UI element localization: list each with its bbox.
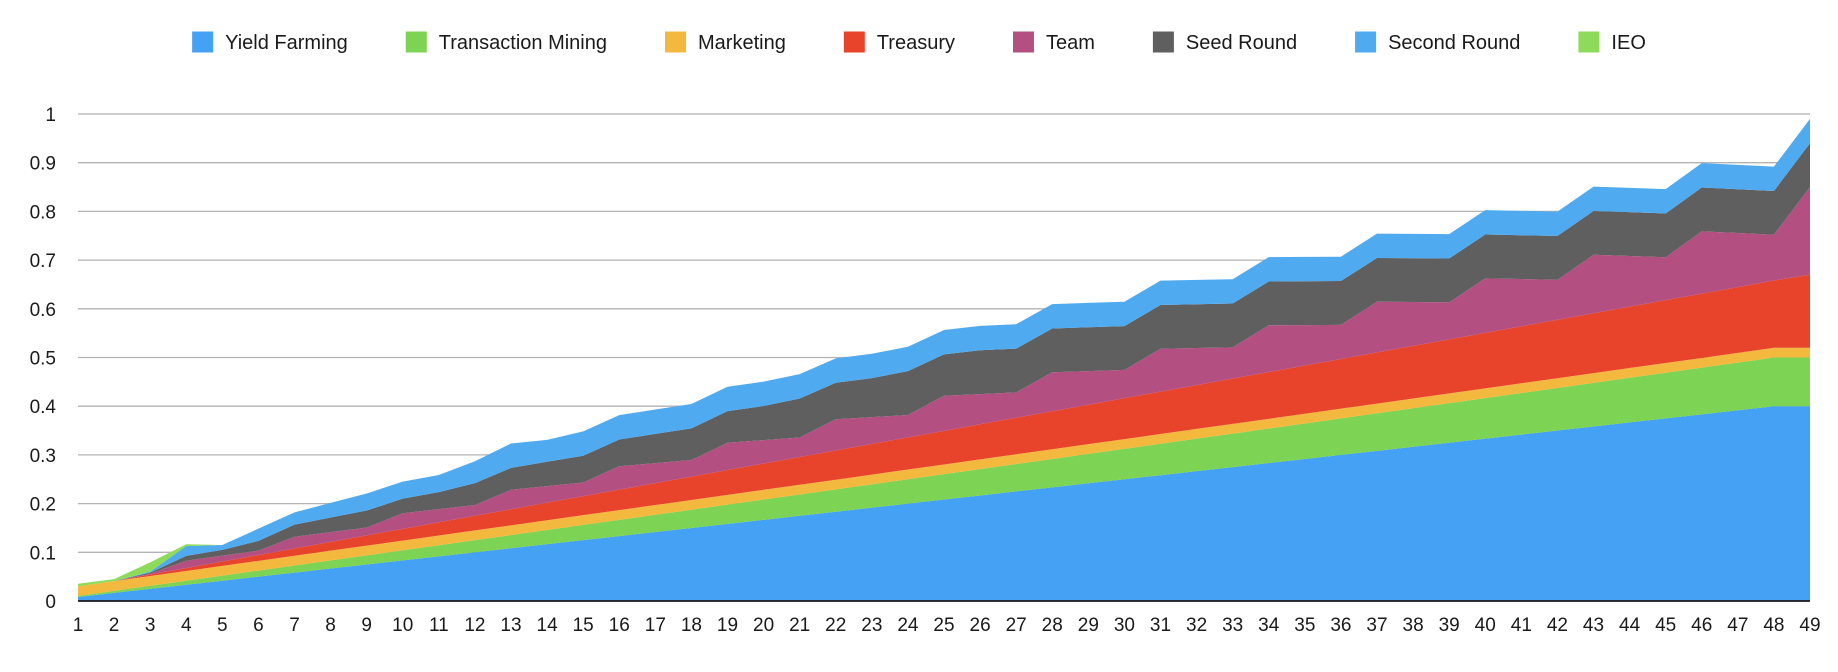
legend-label: Treasury xyxy=(877,32,955,54)
y-tick-label: 0.9 xyxy=(30,154,56,175)
series-areas xyxy=(78,118,1810,601)
x-tick-label: 28 xyxy=(1042,615,1063,636)
legend-label: Transaction Mining xyxy=(439,32,607,54)
x-tick-label: 48 xyxy=(1763,615,1784,636)
area-treasury xyxy=(78,274,1810,587)
x-tick-label: 7 xyxy=(289,615,300,636)
legend-swatch xyxy=(405,31,427,53)
x-tick-label: 37 xyxy=(1366,615,1387,636)
x-tick-label: 24 xyxy=(897,615,919,636)
legend-item-marketing: Marketing xyxy=(665,31,786,54)
x-tick-label: 20 xyxy=(753,615,774,636)
x-tick-label: 38 xyxy=(1403,615,1424,636)
legend-label: Seed Round xyxy=(1186,32,1297,54)
x-tick-label: 34 xyxy=(1258,615,1280,636)
y-tick-label: 0 xyxy=(45,592,56,613)
x-tick-label: 17 xyxy=(645,615,666,636)
y-tick-label: 0.4 xyxy=(30,397,57,418)
x-tick-label: 11 xyxy=(429,615,449,636)
legend-item-yield-farming: Yield Farming xyxy=(192,31,348,54)
x-tick-label: 3 xyxy=(145,615,156,636)
legend-label: Team xyxy=(1046,32,1095,54)
x-tick-label: 16 xyxy=(609,615,630,636)
x-tick-label: 2 xyxy=(109,615,120,636)
x-tick-label: 22 xyxy=(825,615,846,636)
x-tick-label: 4 xyxy=(181,615,192,636)
x-tick-label: 1 xyxy=(73,615,84,636)
x-tick-label: 8 xyxy=(325,615,336,636)
legend-label: Yield Farming xyxy=(225,32,348,54)
x-tick-label: 36 xyxy=(1330,615,1351,636)
legend-swatch xyxy=(1012,31,1034,53)
area-seed-round xyxy=(78,143,1810,587)
legend-label: Second Round xyxy=(1388,32,1520,54)
legend-item-transaction-mining: Transaction Mining xyxy=(405,31,607,54)
legend-item-treasury: Treasury xyxy=(843,31,955,54)
x-tick-label: 9 xyxy=(361,615,372,636)
x-tick-label: 15 xyxy=(573,615,594,636)
y-tick-label: 0.8 xyxy=(30,202,56,223)
area-transaction-mining xyxy=(78,357,1810,597)
legend: Yield Farming Transaction Mining Marketing… xyxy=(192,31,1646,54)
legend-item-ieo: IEO xyxy=(1578,31,1646,54)
x-tick-label: 30 xyxy=(1114,615,1135,636)
y-tick-label: 0.1 xyxy=(30,543,56,564)
x-tick-label: 44 xyxy=(1619,615,1641,636)
x-tick-label: 35 xyxy=(1294,615,1315,636)
x-tick-label: 46 xyxy=(1691,615,1712,636)
y-tick-label: 0.7 xyxy=(30,251,56,272)
x-tick-label: 19 xyxy=(717,615,738,636)
legend-item-seed-round: Seed Round xyxy=(1152,31,1297,54)
x-tick-label: 12 xyxy=(464,615,485,636)
x-tick-label: 32 xyxy=(1186,615,1207,636)
legend-swatch xyxy=(192,31,214,53)
x-tick-label: 43 xyxy=(1583,615,1604,636)
legend-item-team: Team xyxy=(1012,31,1095,54)
area-yield-farming xyxy=(78,406,1810,601)
x-tick-label: 40 xyxy=(1475,615,1496,636)
legend-swatch xyxy=(1152,31,1174,53)
x-tick-label: 42 xyxy=(1547,615,1568,636)
y-tick-label: 0.6 xyxy=(30,300,56,321)
x-tick-label: 29 xyxy=(1078,615,1099,636)
x-tick-label: 14 xyxy=(537,615,559,636)
x-tick-label: 13 xyxy=(500,615,521,636)
x-tick-label: 10 xyxy=(392,615,413,636)
x-tick-label: 47 xyxy=(1727,615,1748,636)
legend-swatch xyxy=(1578,31,1600,53)
x-tick-label: 33 xyxy=(1222,615,1243,636)
x-tick-label: 45 xyxy=(1655,615,1676,636)
y-tick-label: 0.5 xyxy=(30,349,56,370)
area-second-round xyxy=(78,118,1810,587)
x-tick-label: 25 xyxy=(933,615,954,636)
x-tick-label: 23 xyxy=(861,615,882,636)
y-tick-label: 0.3 xyxy=(30,446,56,467)
x-tick-label: 27 xyxy=(1006,615,1027,636)
y-tick-label: 1 xyxy=(45,105,56,126)
y-axis: 0 0.1 0.2 0.3 0.4 0.5 0.6 0.7 0.8 0.9 1 xyxy=(30,105,57,613)
x-tick-label: 26 xyxy=(970,615,991,636)
x-tick-label: 41 xyxy=(1511,615,1532,636)
x-tick-label: 21 xyxy=(789,615,810,636)
x-tick-label: 18 xyxy=(681,615,702,636)
y-tick-label: 0.2 xyxy=(30,495,56,516)
legend-swatch xyxy=(1355,31,1377,53)
x-axis: 1 2 3 4 5 6 7 8 9 10 11 12 13 14 15 16 17 18 19 20 21 22 23 24 2… xyxy=(73,600,1821,636)
legend-label: IEO xyxy=(1611,32,1645,54)
legend-swatch xyxy=(843,31,865,53)
x-tick-label: 49 xyxy=(1799,615,1820,636)
x-tick-label: 6 xyxy=(253,615,264,636)
x-tick-label: 5 xyxy=(217,615,228,636)
legend-swatch xyxy=(665,31,686,53)
x-tick-label: 31 xyxy=(1150,615,1171,636)
area-marketing xyxy=(78,347,1810,596)
legend-label: Marketing xyxy=(698,32,786,54)
x-tick-label: 39 xyxy=(1439,615,1460,636)
legend-item-second-round: Second Round xyxy=(1355,31,1520,54)
